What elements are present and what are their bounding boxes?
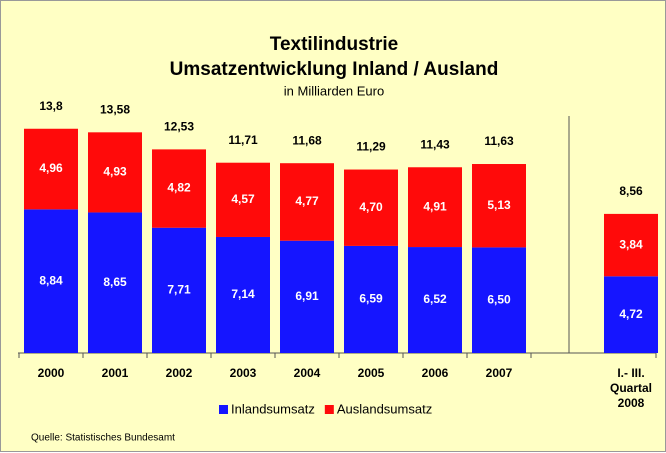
x-tick-label: 2003 (229, 366, 257, 380)
chart-title: Textilindustrie (270, 34, 398, 55)
bar-segment (280, 163, 334, 241)
bar-segment (408, 167, 462, 248)
value-label: 4,57 (231, 192, 255, 206)
x-tick-label: 2006 (421, 366, 449, 380)
total-label: 12,53 (164, 120, 194, 134)
bar-segment (472, 247, 526, 353)
x-tick-label: I.- III. Quartal 2008 (609, 366, 652, 410)
bar-segment (88, 132, 142, 213)
value-label: 8,65 (103, 275, 127, 289)
total-label: 11,71 (228, 133, 258, 147)
bar-segment (604, 276, 658, 353)
value-label: 6,52 (423, 292, 447, 306)
chart-subtitle: Umsatzentwicklung Inland / Ausland (170, 59, 499, 80)
value-label: 6,59 (359, 292, 383, 306)
legend-swatch (219, 405, 228, 414)
legend-label: Inlandsumsatz (231, 401, 315, 416)
bar-segment (152, 227, 206, 353)
bar-segment (216, 236, 270, 353)
bar-segment (604, 213, 658, 277)
bar-segment (24, 209, 78, 353)
total-label: 13,58 (100, 102, 130, 116)
value-label: 4,70 (359, 200, 383, 214)
legend-label: Auslandsumsatz (337, 401, 432, 416)
value-label: 4,72 (619, 307, 643, 321)
value-label: 6,91 (295, 289, 319, 303)
total-label: 11,63 (484, 134, 514, 148)
bar-segment (216, 162, 270, 237)
x-tick-label: 2005 (357, 366, 385, 380)
total-label: 13,8 (39, 99, 63, 113)
bar-segment (280, 240, 334, 353)
x-tick-label: 2001 (101, 366, 129, 380)
value-label: 7,71 (167, 283, 191, 297)
unit-note: in Milliarden Euro (284, 83, 384, 98)
bar-segment (88, 212, 142, 353)
value-label: 6,50 (487, 292, 511, 306)
x-tick-label: 2000 (37, 366, 65, 380)
legend-swatch (324, 405, 334, 414)
value-label: 7,14 (231, 287, 255, 301)
value-label: 8,84 (39, 273, 63, 287)
bar-segment (408, 247, 462, 353)
value-label: 4,82 (167, 181, 191, 195)
x-tick-label: 2004 (293, 366, 321, 380)
bar-segment (152, 149, 206, 228)
x-tick-label: 2002 (165, 366, 193, 380)
value-label: 4,96 (39, 161, 63, 175)
source-note: Quelle: Statistisches Bundesamt (31, 433, 175, 444)
value-label: 4,77 (295, 194, 319, 208)
total-label: 11,29 (356, 140, 386, 154)
bar-segment (344, 169, 398, 246)
value-label: 4,91 (423, 199, 447, 213)
bar-segment (344, 245, 398, 353)
value-label: 4,93 (103, 165, 127, 179)
total-label: 8,56 (619, 184, 643, 198)
x-tick-label: 2007 (485, 366, 513, 380)
total-label: 11,43 (420, 137, 450, 151)
bar-segment (24, 128, 78, 210)
total-label: 11,68 (292, 133, 322, 147)
bar-segment (472, 164, 526, 248)
value-label: 3,84 (619, 237, 643, 251)
value-label: 5,13 (487, 198, 511, 212)
